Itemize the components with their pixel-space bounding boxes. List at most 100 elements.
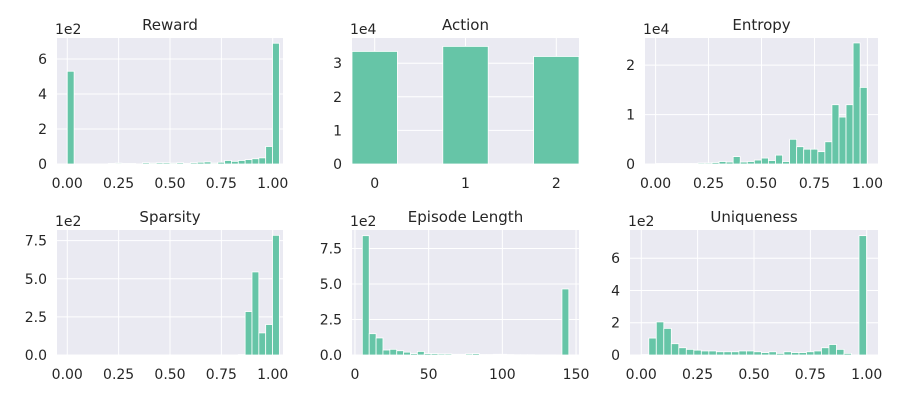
reward-x-tick-label: 0.00 [52, 176, 83, 192]
episode-length-title: Episode Length [408, 208, 523, 226]
reward-x-tick-label: 0.25 [103, 176, 134, 192]
uniqueness-bar [730, 351, 740, 356]
action-y-tick-label: 0 [333, 157, 342, 173]
entropy-bar [845, 104, 854, 165]
uniqueness-bar [836, 348, 845, 356]
uniqueness-bar [723, 351, 732, 356]
entropy-bar [796, 146, 805, 165]
uniqueness-bar [685, 348, 695, 356]
reward-bar [217, 161, 226, 165]
entropy-bar [697, 162, 706, 165]
reward-bar [169, 162, 178, 165]
reward-bar [176, 162, 184, 165]
sparsity-x-tick-label: 0.25 [103, 367, 134, 383]
uniqueness-bar [738, 350, 747, 356]
action-bar [533, 56, 580, 165]
reward-bar [231, 160, 239, 165]
reward-bar [237, 160, 246, 165]
entropy-bar [739, 161, 748, 165]
entropy-bar [753, 159, 762, 165]
episode-length-bar [368, 333, 377, 356]
reward-y-tick-label: 6 [38, 52, 47, 68]
entropy-bar [768, 160, 776, 165]
entropy-x-tick-label: 1.00 [852, 176, 883, 192]
episode-length-y-tick-label: 5.0 [320, 277, 342, 293]
entropy-x-tick-label: 0.75 [799, 176, 830, 192]
episode-length-bar [389, 348, 398, 356]
reward-bar [251, 158, 260, 165]
sparsity-y-tick-label: 0.0 [25, 348, 47, 364]
uniqueness-bar [798, 352, 807, 356]
episode-length-x-tick-label: 50 [420, 367, 438, 383]
uniqueness-bar [776, 352, 785, 356]
uniqueness-scale-multiplier: 1e2 [628, 214, 654, 230]
sparsity-bar [272, 234, 280, 356]
uniqueness-bar [648, 337, 657, 356]
episode-length-bar [465, 353, 473, 356]
reward-x-tick-label: 0.50 [154, 176, 185, 192]
uniqueness-bar [693, 349, 702, 356]
sparsity-y-tick-label: 5.0 [25, 272, 47, 288]
action-panel: Action 1e4 0 1 2 0 1 2 3 [333, 16, 580, 192]
entropy-bar [725, 161, 734, 165]
episode-length-x-tick-label: 100 [489, 367, 516, 383]
uniqueness-x-tick-label: 0.25 [682, 367, 713, 383]
uniqueness-bar [715, 351, 725, 356]
uniqueness-y-tick-label: 2 [611, 316, 620, 332]
uniqueness-bar [745, 350, 755, 356]
reward-y-tick-label: 2 [38, 122, 47, 138]
uniqueness-bar [678, 347, 687, 356]
entropy-bar [852, 42, 861, 165]
entropy-bar [838, 116, 847, 165]
episode-length-bar [382, 349, 391, 356]
reward-y-tick-label: 0 [38, 157, 47, 173]
uniqueness-x-tick-label: 0.75 [795, 367, 826, 383]
uniqueness-bar [768, 351, 777, 356]
uniqueness-x-tick-label: 1.00 [851, 367, 882, 383]
uniqueness-bar [700, 350, 710, 356]
episode-length-bar [492, 353, 501, 356]
uniqueness-bar [791, 352, 800, 356]
uniqueness-bar [753, 351, 762, 356]
sparsity-y-tick-label: 7.5 [25, 234, 47, 250]
entropy-scale-multiplier: 1e4 [643, 22, 670, 38]
episode-length-y-tick-label: 7.5 [320, 241, 342, 257]
action-y-tick-label: 3 [333, 56, 342, 72]
uniqueness-bar [828, 344, 837, 356]
reward-bar [121, 163, 130, 165]
episode-length-bar [561, 288, 570, 356]
entropy-bar [718, 161, 727, 165]
sparsity-y-tick-label: 2.5 [25, 310, 47, 326]
episode-length-bar [396, 350, 405, 356]
reward-title: Reward [142, 16, 198, 34]
action-y-tick-label: 2 [333, 90, 342, 106]
sparsity-scale-multiplier: 1e2 [55, 214, 81, 230]
entropy-bar [803, 148, 812, 165]
episode-length-bar [451, 353, 460, 356]
episode-length-panel: Episode Length 1e2 0 50 100 150 0.0 2.5 5.0 7.5 [320, 208, 590, 383]
entropy-bar [859, 87, 868, 165]
entropy-y-tick-label: 0 [626, 157, 635, 173]
uniqueness-panel: Uniqueness 1e2 0.00 0.25 0.50 0.75 1.00 0 2 4 6 [611, 208, 882, 383]
uniqueness-x-tick-label: 0.00 [626, 367, 657, 383]
reward-bar [210, 162, 219, 165]
episode-length-bar [361, 235, 370, 356]
entropy-y-tick-label: 1 [626, 108, 635, 124]
reward-bar [203, 161, 212, 165]
sparsity-panel: Sparsity 1e2 0.00 0.25 0.50 0.75 1.00 0.0 2.5 5.0… [25, 208, 289, 383]
reward-bar [272, 42, 280, 165]
episode-length-x-tick-label: 150 [563, 367, 590, 383]
uniqueness-y-tick-label: 6 [611, 251, 620, 267]
uniqueness-bar [663, 327, 672, 356]
uniqueness-y-tick-label: 4 [611, 283, 620, 299]
uniqueness-bar [821, 347, 830, 356]
reward-bar [183, 163, 191, 165]
uniqueness-bar [670, 343, 680, 356]
entropy-bar [775, 154, 783, 165]
entropy-bar [810, 148, 819, 165]
episode-length-x-tick-label: 0 [350, 367, 359, 383]
reward-bar [155, 162, 164, 165]
episode-length-y-tick-label: 2.5 [320, 312, 342, 328]
entropy-y-tick-label: 2 [626, 58, 635, 74]
